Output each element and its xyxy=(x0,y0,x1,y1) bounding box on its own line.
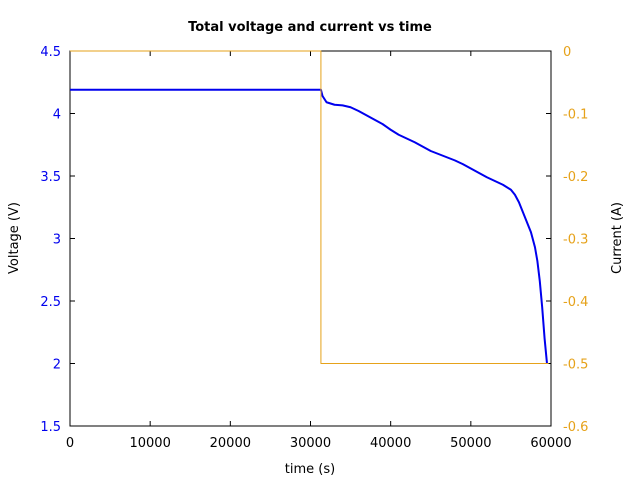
left-tick-label: 3 xyxy=(53,233,61,248)
x-tick-label: 10000 xyxy=(129,436,170,451)
left-tick-label: 3.5 xyxy=(40,170,61,185)
right-axis: -0.6 -0.5 -0.4 -0.3 -0.2 -0.1 0 xyxy=(563,45,588,435)
x-tick-label: 40000 xyxy=(370,436,411,451)
x-tick-label: 50000 xyxy=(450,436,491,451)
left-tick-label: 2.5 xyxy=(40,295,61,310)
x-axis: 0 10000 20000 30000 40000 50000 60000 xyxy=(66,51,572,451)
voltage-series-line xyxy=(70,88,548,364)
right-tick-label: -0.4 xyxy=(563,295,588,310)
x-tick-label: 0 xyxy=(66,436,74,451)
x-axis-label: time (s) xyxy=(285,462,335,477)
y-axis-right-label: Current (A) xyxy=(610,202,625,274)
series-layer xyxy=(70,50,549,364)
left-tick-label: 2 xyxy=(53,358,61,373)
x-tick-label: 20000 xyxy=(210,436,251,451)
left-axis: 1.5 2 2.5 3 3.5 4 4.5 xyxy=(40,45,551,435)
right-tick-label: -0.6 xyxy=(563,420,588,435)
left-tick-label: 4.5 xyxy=(40,45,61,60)
right-tick-label: 0 xyxy=(563,45,571,60)
y-axis-left-label: Voltage (V) xyxy=(7,202,22,274)
current-series-line xyxy=(70,50,549,364)
x-tick-label: 60000 xyxy=(530,436,571,451)
right-tick-label: -0.3 xyxy=(563,233,588,248)
right-tick-label: -0.1 xyxy=(563,108,588,123)
plot-frame xyxy=(69,50,552,427)
right-tick-label: -0.2 xyxy=(563,170,588,185)
right-tick-label: -0.5 xyxy=(563,358,588,373)
chart-title: Total voltage and current vs time xyxy=(188,20,432,35)
left-tick-label: 4 xyxy=(53,108,61,123)
x-tick-label: 30000 xyxy=(290,436,331,451)
left-tick-label: 1.5 xyxy=(40,420,61,435)
